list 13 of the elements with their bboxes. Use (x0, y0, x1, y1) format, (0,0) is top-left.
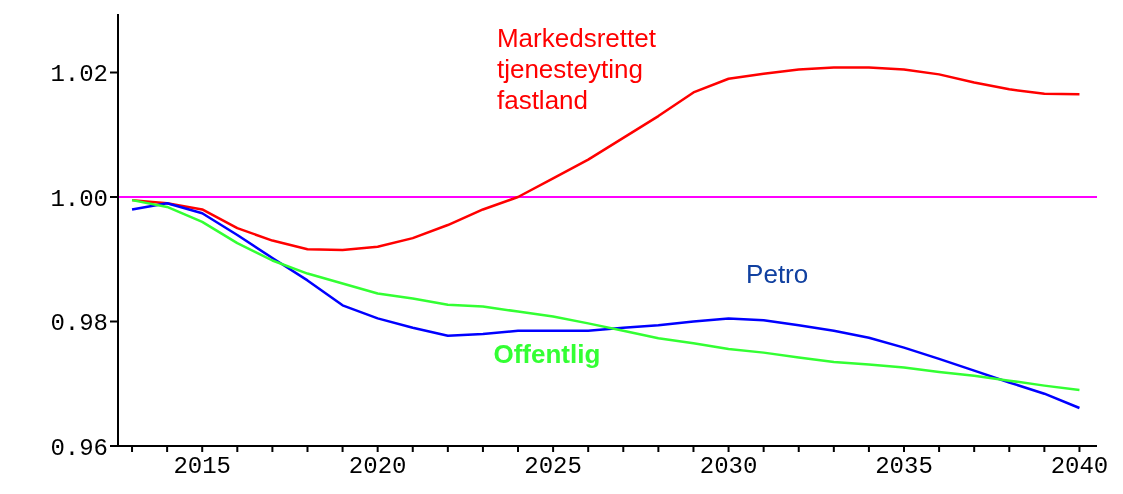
y-tick-label: 1.02 (50, 61, 108, 89)
y-tick-label: 0.98 (50, 310, 108, 338)
x-tick-label: 2015 (173, 453, 232, 481)
y-tick-label: 1.00 (50, 185, 108, 213)
x-tick-label: 2025 (524, 453, 582, 481)
x-tick-label: 2030 (699, 453, 758, 481)
series-label: Petro (746, 259, 809, 291)
y-tick-label: 0.96 (50, 434, 108, 462)
x-tick-label: 2040 (1050, 453, 1109, 481)
series-label: Markedsrettet tjenesteyting fastland (496, 22, 656, 116)
series-label: Offentlig (493, 338, 601, 370)
x-tick-label: 2020 (348, 453, 407, 481)
x-tick-label: 2035 (875, 453, 933, 481)
